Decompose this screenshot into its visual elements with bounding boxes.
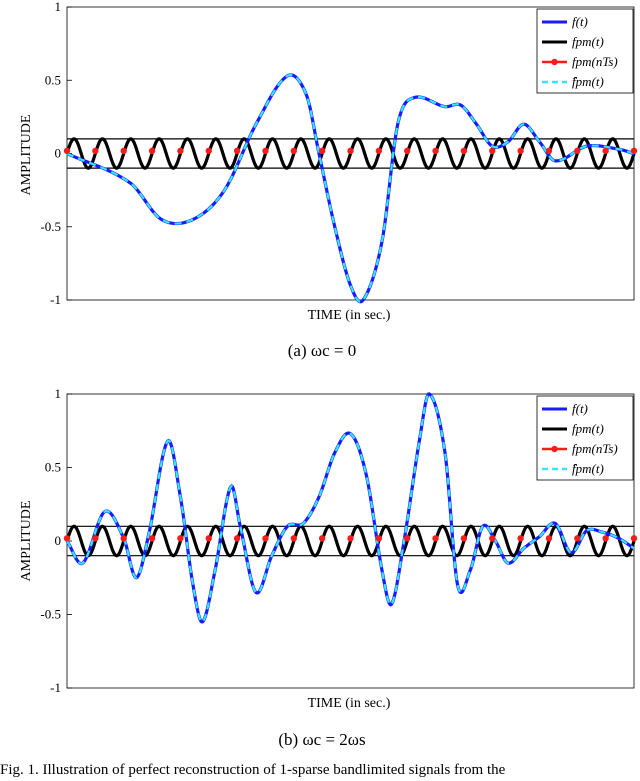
panel-b-xlabel: TIME (in sec.): [308, 696, 391, 711]
panel-b-series-fpm-hat: [66, 392, 635, 624]
panel-a-sample-marker: [92, 147, 99, 155]
panel-b-sample-marker: [432, 535, 439, 542]
panel-b-sample-marker: [545, 535, 553, 542]
panel-b-ytick-label: 1: [55, 386, 62, 401]
panel-b-sample-marker: [177, 535, 184, 542]
panel-a-sample-marker: [489, 147, 496, 155]
panel-a-sample-marker: [290, 147, 297, 155]
panel-b-sample-marker: [205, 535, 212, 542]
panel-a-sample-marker: [517, 147, 524, 155]
panel-b-legend-label: f(t): [572, 401, 588, 416]
panel-b: -1 -0.5 0 0.5 1 AMPLITUDE TIME (in sec.) (b) ωc…: [19, 386, 638, 749]
panel-a-sample-marker: [347, 147, 354, 155]
panel-a-legend-label: fpm(t): [572, 34, 604, 49]
panel-b-sample-marker: [404, 535, 411, 542]
panel-a-ylabel: AMPLITUDE: [19, 115, 34, 196]
panel-a-legend-box: [536, 8, 634, 94]
panel-a-legend-label: ̂fpm(t): [572, 74, 604, 89]
panel-b-sample-marker: [92, 535, 99, 542]
panel-b-sample-marker: [148, 535, 156, 542]
panel-a-sample-marker: [460, 147, 468, 155]
panel-a-ytick-label: 0: [55, 146, 62, 161]
panel-a-series-fpm-hat: [66, 73, 635, 303]
panel-a-sample-marker: [63, 147, 71, 155]
panel-b-legend-marker: [551, 445, 558, 453]
panel-a-series-f: [66, 73, 635, 304]
panel-a-sample-marker: [375, 147, 383, 155]
panel-b-legend-label: ̂fpm(t): [572, 461, 604, 476]
figure-caption-fragment: Fig. 1. Illustration of perfect reconstr…: [0, 762, 506, 778]
panel-b-ytick-label: -0.5: [40, 607, 61, 622]
panel-a-legend-label: fpm(nTs): [572, 54, 618, 69]
panel-a-sample-marker: [233, 147, 241, 155]
panel-a-xlabel: TIME (in sec.): [308, 308, 391, 323]
panel-b-sample-marker: [517, 535, 524, 542]
panel-a: -1 -0.5 0 0.5 1 AMPLITUDE TIME (in sec.) (a) ωc…: [19, 0, 638, 360]
panel-b-sample-marker: [120, 535, 127, 542]
panel-a-sample-marker: [262, 147, 269, 155]
panel-a-legend-label: f(t): [572, 14, 588, 29]
panel-b-sample-marker: [318, 535, 326, 542]
panel-b-sample-marker: [290, 535, 297, 542]
panel-a-sample-marker: [630, 147, 638, 155]
panel-a-ytick-label: 0.5: [45, 72, 61, 87]
panel-a-sample-marker: [148, 147, 156, 155]
panel-a-ytick-label: 1: [55, 0, 62, 14]
panel-b-ytick-label: 0: [55, 533, 62, 548]
panel-a-sample-marker: [404, 147, 411, 155]
panel-b-sample-marker: [602, 535, 609, 542]
panel-b-ylabel: AMPLITUDE: [19, 501, 34, 582]
panel-b-sample-marker: [630, 535, 638, 542]
panel-b-ytick-label: 0.5: [45, 460, 61, 475]
panel-b-sample-marker: [233, 535, 241, 542]
panel-b-sample-marker: [262, 535, 269, 542]
panel-a-sample-marker: [545, 147, 553, 155]
panel-a-ytick-label: -1: [50, 292, 61, 307]
panel-b-sample-marker: [489, 535, 496, 542]
panel-a-sample-marker: [205, 147, 212, 155]
panel-b-sample-marker: [375, 535, 383, 542]
panel-b-legend-label: fpm(t): [572, 421, 604, 436]
panel-a-sample-marker: [574, 147, 581, 155]
panel-a-sample-marker: [602, 147, 609, 155]
panel-b-sample-marker: [460, 535, 468, 542]
panel-b-sample-marker: [63, 535, 71, 542]
panel-a-sample-marker: [120, 147, 127, 155]
panel-b-legend-label: fpm(nTs): [572, 441, 618, 456]
panel-a-legend-marker: [551, 58, 558, 66]
panel-b-caption: (b) ωc = 2ωs: [278, 730, 365, 749]
panel-b-ytick-label: -1: [50, 680, 61, 695]
panel-b-sample-marker: [574, 535, 581, 542]
panel-a-sample-marker: [177, 147, 184, 155]
panel-b-sample-marker: [347, 535, 354, 542]
panel-a-sample-marker: [432, 147, 439, 155]
panel-a-ytick-label: -0.5: [40, 219, 61, 234]
panel-a-caption: (a) ωc = 0: [288, 341, 356, 360]
panel-a-sample-marker: [318, 147, 326, 155]
